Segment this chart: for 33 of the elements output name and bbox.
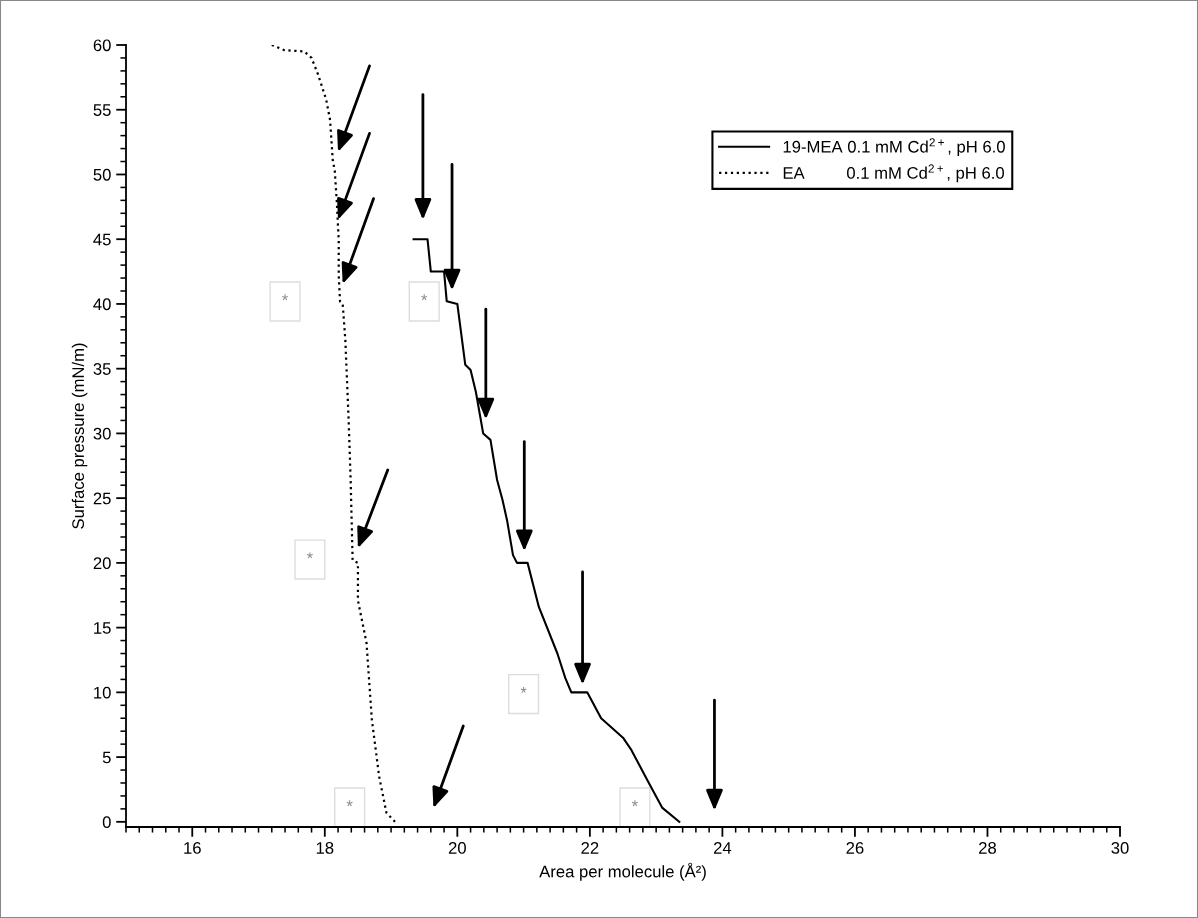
- y-tick-label: 10: [94, 686, 111, 699]
- y-axis-title: Surface pressure (mN/m): [71, 343, 88, 529]
- line-series: [412, 238, 681, 823]
- legend-label: 19-MEA 0.1 mM Cd$^{2+}$, pH 6.0: [783, 138, 1005, 156]
- x-tick-label: 26: [846, 842, 864, 854]
- y-tick-label: 5: [102, 751, 111, 764]
- y-tick-label: 55: [93, 104, 111, 116]
- x-axis-title: Area per molecule (Å²): [539, 862, 706, 881]
- y-tick-label: 50: [93, 168, 111, 181]
- x-tick-label: 18: [316, 842, 334, 854]
- annotation: *: [282, 294, 289, 301]
- x-tick-label: 22: [581, 842, 599, 854]
- y-tick-label: 30: [93, 427, 111, 440]
- y-tick-label: 35: [93, 363, 111, 375]
- annotation: *: [346, 800, 353, 807]
- annotation: *: [520, 686, 527, 693]
- x-tick-label: 24: [713, 842, 732, 854]
- y-tick-label: 15: [94, 622, 111, 634]
- x-tick-label: 28: [979, 842, 997, 854]
- y-tick-label: 0: [102, 816, 111, 829]
- annotation: *: [421, 294, 428, 301]
- y-tick-label: 25: [93, 492, 111, 505]
- x-tick-label: 20: [448, 842, 466, 854]
- y-tick-label: 60: [93, 39, 111, 52]
- x-tick-label: 16: [184, 842, 201, 854]
- x-tick-label: 30: [1111, 842, 1129, 854]
- line-series: [270, 45, 397, 823]
- legend-label: EA 0.1 mM Cd$^{2+}$, pH 6.0: [783, 164, 1004, 183]
- annotation: *: [306, 552, 313, 559]
- annotation: *: [631, 800, 638, 807]
- y-tick-label: 40: [93, 298, 111, 311]
- y-tick-label: 20: [93, 557, 111, 570]
- y-tick-label: 45: [93, 233, 111, 246]
